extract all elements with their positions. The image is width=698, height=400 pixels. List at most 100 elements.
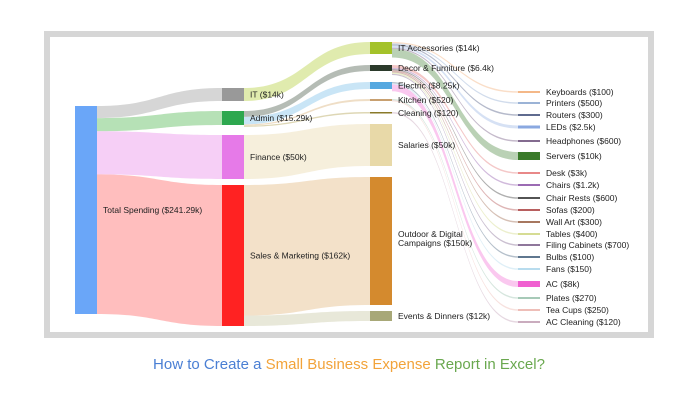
link-finance-to-salaries [244, 124, 370, 179]
node-leds[interactable] [518, 125, 540, 129]
link-total-to-admin [97, 111, 222, 132]
link-sales-to-outdoor [244, 177, 370, 316]
node-salaries[interactable] [370, 124, 392, 166]
link-decor-to-chairrests [392, 69, 518, 199]
link-itacc-to-routers [392, 44, 518, 116]
node-label-ac: AC ($8k) [546, 279, 580, 289]
node-label-tables: Tables ($400) [546, 229, 598, 239]
link-electric-to-bulbs [392, 82, 518, 258]
node-accleaning[interactable] [518, 321, 540, 323]
node-events[interactable] [370, 311, 392, 321]
link-decor-to-chairs [392, 67, 518, 186]
node-label-leds: LEDs ($2.5k) [546, 122, 596, 132]
node-teacups[interactable] [518, 309, 540, 311]
node-it[interactable] [222, 88, 244, 101]
node-ac[interactable] [518, 281, 540, 287]
link-itacc-to-keyboards [392, 42, 518, 93]
node-sofas[interactable] [518, 209, 540, 211]
node-label-filing: Filing Cabinets ($700) [546, 240, 629, 250]
node-label-keyboards: Keyboards ($100) [546, 87, 614, 97]
link-itacc-to-servers [392, 48, 518, 160]
labels-layer: Total Spending ($241.29k) IT ($14k) Admin … [103, 43, 629, 327]
caption-part-1: How to Create a [153, 356, 266, 373]
node-label-salaries: Salaries ($50k) [398, 140, 455, 150]
link-it-to-itacc [244, 42, 370, 101]
link-admin-to-kitchen [244, 99, 370, 126]
node-label-electric: Electric ($8.25k) [398, 81, 460, 91]
node-decor[interactable] [370, 65, 392, 71]
node-servers[interactable] [518, 152, 540, 160]
node-label-sofas: Sofas ($200) [546, 205, 595, 215]
node-label-accleaning: AC Cleaning ($120) [546, 317, 621, 327]
links-layer [97, 42, 518, 326]
link-electric-to-ac [392, 84, 518, 288]
node-routers[interactable] [518, 114, 540, 116]
node-label-finance: Finance ($50k) [250, 152, 307, 162]
link-decor-to-tables [392, 72, 518, 235]
node-keyboards[interactable] [518, 91, 540, 93]
node-label-routers: Routers ($300) [546, 110, 603, 120]
node-fans[interactable] [518, 268, 540, 270]
node-label-headphones: Headphones ($600) [546, 136, 621, 146]
node-tables[interactable] [518, 233, 540, 235]
node-cleaning[interactable] [370, 112, 392, 114]
node-chairs[interactable] [518, 184, 540, 186]
node-bulbs[interactable] [518, 256, 540, 258]
link-decor-to-filing [392, 73, 518, 246]
caption-part-2: Small Business Expense [265, 356, 431, 373]
link-itacc-to-leds [392, 45, 518, 129]
link-decor-to-sofas [392, 70, 518, 211]
node-wallart[interactable] [518, 221, 540, 223]
node-printers[interactable] [518, 102, 540, 104]
node-label-chairs: Chairs ($1.2k) [546, 180, 600, 190]
node-label-itacc: IT Accessories ($14k) [398, 43, 480, 53]
link-cleaning-to-accleaning [392, 112, 518, 323]
link-itacc-to-printers [392, 43, 518, 104]
node-sales[interactable] [222, 185, 244, 326]
node-label-plates: Plates ($270) [546, 293, 597, 303]
node-label-chairrests: Chair Rests ($600) [546, 193, 618, 203]
caption-part-3: Report in Excel? [430, 356, 545, 373]
node-label-admin: Admin ($15.29k) [250, 113, 313, 123]
link-sales-to-events [244, 311, 370, 326]
node-label-events: Events & Dinners ($12k) [398, 311, 490, 321]
node-label-printers: Printers ($500) [546, 98, 602, 108]
node-label-servers: Servers ($10k) [546, 151, 602, 161]
link-decor-to-wallart [392, 71, 518, 223]
node-itacc[interactable] [370, 42, 392, 54]
node-label-bulbs: Bulbs ($100) [546, 252, 594, 262]
link-total-to-it [97, 88, 222, 119]
node-admin[interactable] [222, 111, 244, 125]
link-admin-to-decor [244, 65, 370, 117]
node-chairrests[interactable] [518, 197, 540, 199]
node-filing[interactable] [518, 244, 540, 246]
node-label-sales: Sales & Marketing ($162k) [250, 251, 350, 261]
node-desk[interactable] [518, 172, 540, 174]
link-decor-to-desk [392, 65, 518, 174]
link-kitchen-to-plates [392, 99, 518, 299]
link-total-to-sales [97, 174, 222, 326]
node-finance[interactable] [222, 135, 244, 179]
node-label-wallart: Wall Art ($300) [546, 217, 602, 227]
node-label-cleaning: Cleaning ($120) [398, 108, 459, 118]
node-label-fans: Fans ($150) [546, 264, 592, 274]
node-label-outdoor: Outdoor & Digital Campaigns ($150k) [398, 229, 472, 248]
node-label-teacups: Tea Cups ($250) [546, 305, 609, 315]
link-itacc-to-headphones [392, 47, 518, 142]
node-label-total: Total Spending ($241.29k) [103, 205, 202, 215]
link-total-to-finance [97, 131, 222, 179]
node-outdoor[interactable] [370, 177, 392, 305]
link-admin-to-cleaning [244, 112, 370, 127]
link-admin-to-electric [244, 82, 370, 125]
node-electric[interactable] [370, 82, 392, 89]
node-headphones[interactable] [518, 140, 540, 142]
node-total[interactable] [75, 106, 97, 314]
node-label-it: IT ($14k) [250, 90, 284, 100]
node-plates[interactable] [518, 297, 540, 299]
link-electric-to-fans [392, 83, 518, 270]
caption: How to Create a Small Business Expense R… [0, 356, 698, 373]
node-label-decor: Decor & Furniture ($6.4k) [398, 63, 494, 73]
node-label-desk: Desk ($3k) [546, 168, 587, 178]
node-kitchen[interactable] [370, 99, 392, 101]
